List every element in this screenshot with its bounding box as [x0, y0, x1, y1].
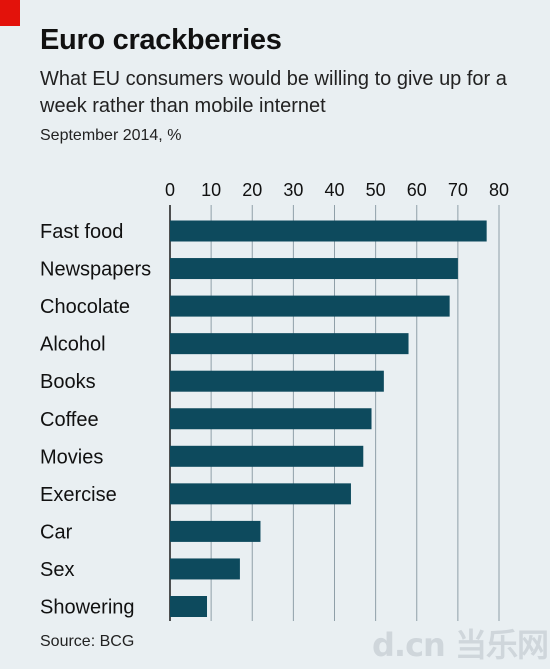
x-tick-label: 70 [448, 180, 468, 200]
x-tick-label: 10 [201, 180, 221, 200]
x-tick-label: 30 [283, 180, 303, 200]
category-label: Car [40, 521, 73, 543]
category-label: Sex [40, 559, 74, 581]
bar-chocolate [170, 295, 450, 317]
chart-source: Source: BCG [40, 633, 135, 650]
category-label: Chocolate [40, 296, 130, 318]
chart-date-unit: September 2014, % [40, 127, 182, 144]
bar-coffee [170, 408, 372, 430]
bar-fast-food [170, 220, 487, 242]
x-tick-label: 40 [324, 180, 344, 200]
chart-subtitle: What EU consumers would be willing to gi… [40, 68, 507, 117]
category-label: Books [40, 371, 96, 393]
category-label: Movies [40, 446, 103, 468]
chart-title: Euro crackberries [40, 24, 282, 56]
category-label: Fast food [40, 221, 123, 243]
bar-sex [170, 558, 240, 580]
bar-exercise [170, 483, 351, 505]
category-label: Showering [40, 597, 135, 619]
bar-books [170, 370, 384, 392]
category-label: Newspapers [40, 259, 151, 281]
brand-accent-bar [0, 0, 20, 26]
watermark-logo: d.cn 当乐网 [372, 626, 549, 664]
bar-showering [170, 596, 208, 617]
x-tick-label: 60 [407, 180, 427, 200]
x-tick-label: 80 [489, 180, 509, 200]
bar-car [170, 520, 261, 542]
x-tick-label: 20 [242, 180, 262, 200]
bar-alcohol [170, 333, 409, 355]
category-label: Coffee [40, 409, 99, 431]
x-tick-label: 0 [165, 180, 175, 200]
category-label: Alcohol [40, 334, 106, 356]
category-label: Exercise [40, 484, 117, 506]
x-tick-label: 50 [366, 180, 386, 200]
bar-newspapers [170, 258, 458, 280]
bar-movies [170, 445, 364, 467]
